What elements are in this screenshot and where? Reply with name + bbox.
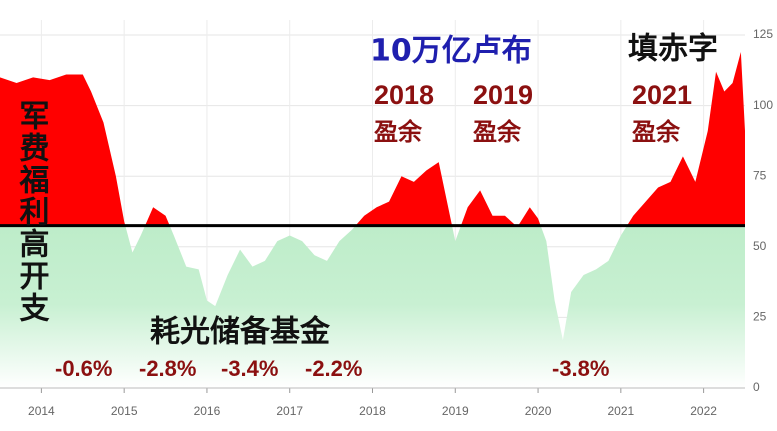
area-below	[0, 225, 745, 388]
annotation: -2.2%	[305, 356, 362, 381]
x-tick-label: 2020	[525, 404, 552, 418]
annotation: 盈余	[631, 118, 681, 146]
annotation: 盈余	[472, 118, 522, 146]
x-tick-label: 2014	[28, 404, 55, 418]
x-tick-label: 2019	[442, 404, 469, 418]
x-tick-label: 2017	[276, 404, 303, 418]
annotation: 军费福利高开支	[14, 100, 51, 324]
annotation: 2021	[632, 80, 692, 110]
annotation: -3.4%	[221, 356, 278, 381]
y-tick-label: 100	[753, 98, 773, 112]
x-tick-label: 2021	[607, 404, 634, 418]
annotation: 2019	[473, 80, 533, 110]
y-tick-label: 125	[753, 27, 773, 41]
annotation: 2018	[374, 80, 434, 110]
area-above	[0, 51, 745, 226]
annotation: 耗光储备基金	[150, 315, 331, 350]
plot	[0, 51, 745, 388]
annotation: -2.8%	[139, 356, 196, 381]
y-tick-label: 25	[753, 310, 767, 324]
x-tick-label: 2022	[690, 404, 717, 418]
y-tick-label: 50	[753, 239, 767, 253]
y-tick-label: 75	[753, 168, 767, 182]
axes: 0 25 50 75 100 125 2014 2015 2016 2017 2018 2019 202…	[0, 27, 773, 418]
x-tick-label: 2018	[359, 404, 386, 418]
annotation: 10万亿卢布	[370, 34, 532, 69]
annotation: 填赤字	[628, 32, 718, 67]
annotation: 盈余	[373, 118, 423, 146]
x-tick-label: 2016	[194, 404, 221, 418]
x-tick-label: 2015	[111, 404, 138, 418]
annotation: -0.6%	[55, 356, 112, 381]
annotation: -3.8%	[552, 356, 609, 381]
y-tick-label: 0	[753, 380, 760, 394]
